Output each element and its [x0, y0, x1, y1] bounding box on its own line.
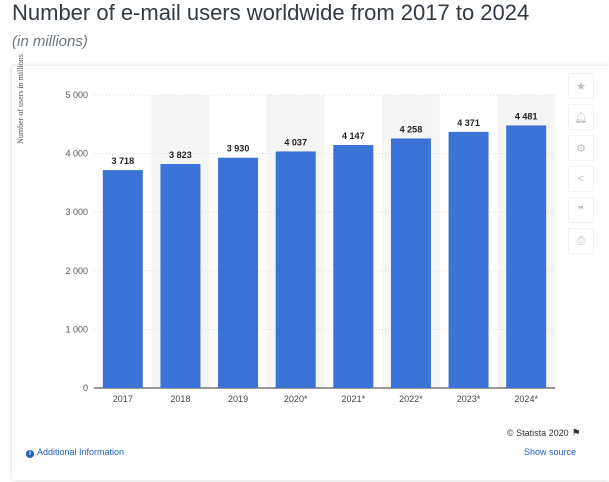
x-tick-label: 2024* — [514, 394, 538, 404]
bar — [275, 151, 316, 388]
y-tick-label: 5 000 — [65, 90, 88, 100]
y-tick-label: 2 000 — [65, 266, 88, 276]
x-tick-label: 2021* — [342, 394, 366, 404]
data-label: 3 930 — [227, 144, 250, 154]
bell-icon[interactable]: 🔔︎ — [568, 104, 594, 130]
bar — [506, 125, 547, 389]
side-toolbar: ★ 🔔︎ ⚙ < ❞ ⎙ — [568, 73, 596, 259]
page-title: Number of e-mail users worldwide from 20… — [12, 0, 530, 25]
copyright-text: © Statista 2020 — [507, 428, 569, 438]
bar — [448, 131, 489, 388]
flag-icon[interactable]: ⚑ — [571, 428, 581, 439]
show-source-label: Show source — [524, 447, 577, 457]
star-icon[interactable]: ★ — [568, 73, 594, 99]
data-label: 3 823 — [169, 150, 192, 160]
x-tick-label: 2017 — [113, 394, 133, 404]
gear-icon[interactable]: ⚙ — [568, 135, 594, 161]
data-label: 4 481 — [515, 111, 538, 121]
x-tick-label: 2020* — [284, 394, 308, 404]
data-label: 4 147 — [342, 131, 365, 141]
x-tick-label: 2018 — [170, 394, 190, 404]
bar — [333, 144, 374, 388]
copyright: © Statista 2020 ⚑ — [507, 428, 581, 439]
bar — [390, 138, 431, 388]
quote-icon[interactable]: ❞ — [568, 197, 594, 223]
y-tick-label: 1 000 — [65, 324, 88, 334]
chart-card: 0 1 000 2 000 3 000 4 000 5 000 3 718 2017 3 823… — [12, 54, 609, 480]
page-subtitle: (in millions) — [12, 33, 88, 50]
print-icon[interactable]: ⎙ — [568, 228, 594, 254]
bar-chart: 0 1 000 2 000 3 000 4 000 5 000 3 718 2017 3 823… — [65, 90, 555, 404]
y-axis-label: Number of users in millions — [16, 54, 25, 144]
info-icon: i — [26, 450, 34, 458]
additional-information-link[interactable]: i Additional Information — [26, 447, 124, 458]
x-tick-label: 2019 — [228, 394, 248, 404]
share-icon[interactable]: < — [568, 166, 594, 192]
y-tick-label: 0 — [83, 383, 88, 393]
bar — [218, 157, 259, 388]
y-tick-label: 4 000 — [65, 149, 88, 159]
data-label: 4 037 — [284, 137, 307, 147]
data-label: 4 258 — [400, 124, 423, 134]
show-source-link[interactable]: Show source — [524, 447, 576, 457]
data-label: 4 371 — [457, 118, 480, 128]
additional-information-label: Additional Information — [37, 447, 125, 457]
bar — [102, 170, 143, 388]
y-tick-label: 3 000 — [65, 207, 88, 217]
x-tick-label: 2023* — [457, 394, 481, 404]
x-tick-label: 2022* — [399, 394, 423, 404]
bar — [160, 163, 201, 388]
data-label: 3 718 — [112, 156, 135, 166]
